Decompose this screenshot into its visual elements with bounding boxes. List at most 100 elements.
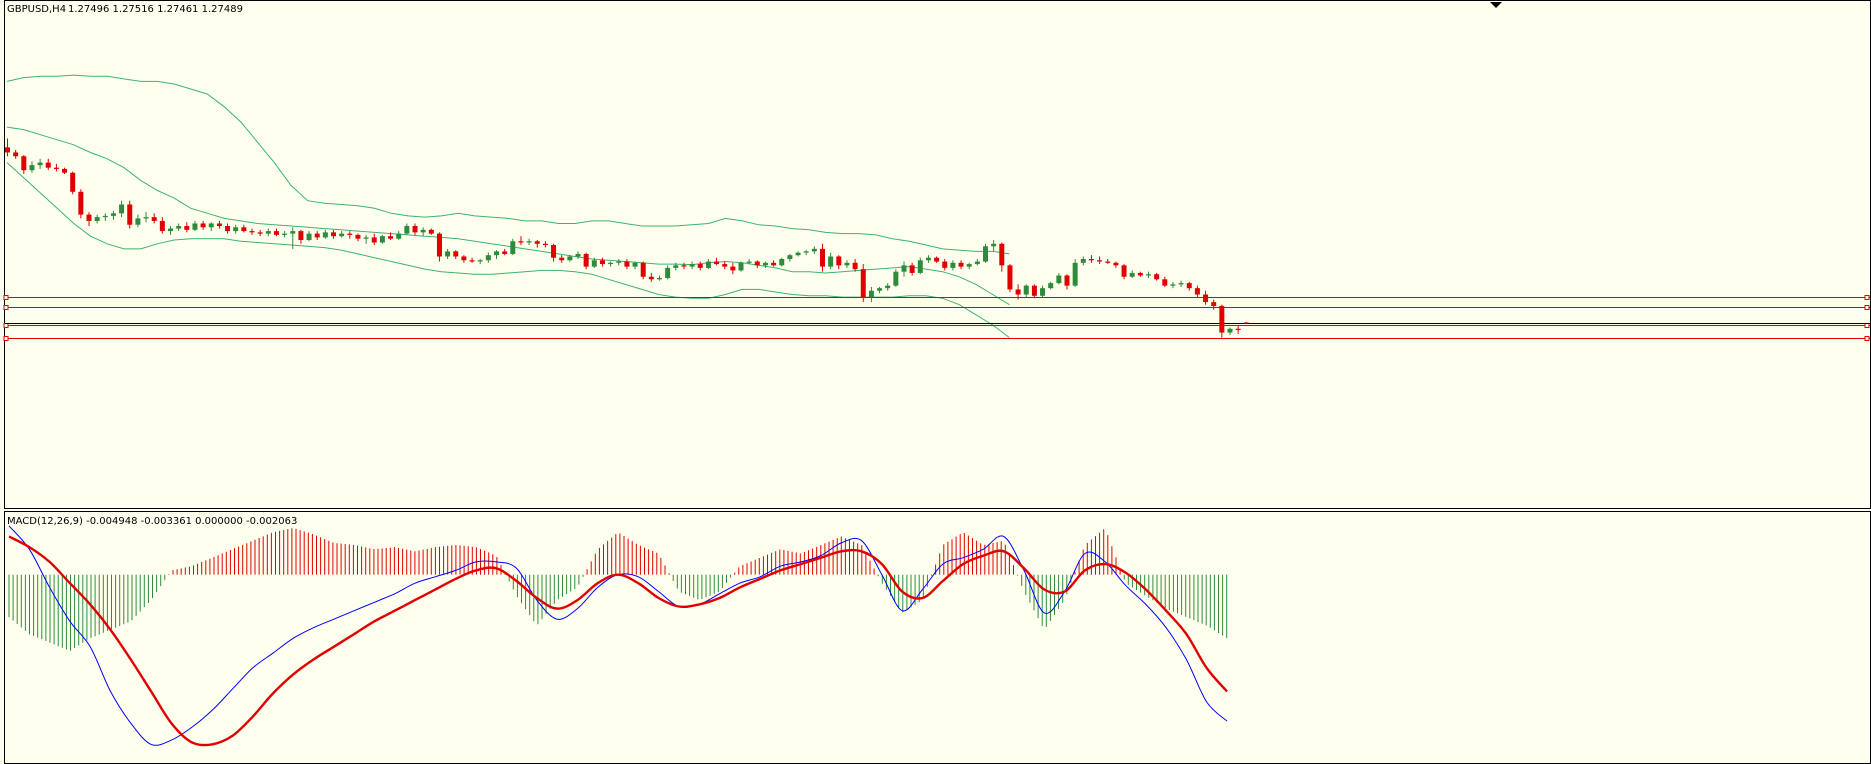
candle xyxy=(877,286,883,294)
candle xyxy=(412,223,418,235)
candle xyxy=(811,246,817,254)
candle xyxy=(233,224,239,234)
candle xyxy=(388,232,394,240)
candle xyxy=(1048,281,1054,290)
candle xyxy=(225,223,231,234)
candle xyxy=(1072,259,1078,287)
candle xyxy=(746,259,752,265)
candle xyxy=(339,231,345,238)
candle xyxy=(371,233,377,246)
candle xyxy=(135,214,141,228)
level-handle-right[interactable] xyxy=(1864,323,1870,328)
chart-shift-marker[interactable] xyxy=(1490,2,1502,8)
candle xyxy=(298,229,304,244)
candle xyxy=(1211,299,1217,310)
candle xyxy=(803,250,809,256)
candle xyxy=(559,255,565,263)
level-handle-right[interactable] xyxy=(1864,305,1870,310)
macd-panel[interactable] xyxy=(8,525,1228,747)
candle xyxy=(1186,281,1192,291)
level-handle-right[interactable] xyxy=(1864,295,1870,300)
candle xyxy=(445,248,451,259)
candle xyxy=(583,252,589,270)
candle xyxy=(265,228,271,237)
candle xyxy=(738,261,744,272)
candle xyxy=(502,248,508,256)
candle xyxy=(885,283,891,291)
candle xyxy=(925,255,931,263)
candle xyxy=(13,149,19,159)
level-handle-left[interactable] xyxy=(3,336,9,341)
candle xyxy=(306,231,312,242)
candle xyxy=(485,252,491,263)
candle xyxy=(355,233,361,242)
candle xyxy=(469,257,475,263)
candle xyxy=(974,259,980,266)
candle xyxy=(673,262,679,271)
candle xyxy=(78,189,84,219)
candle xyxy=(494,250,499,259)
candle xyxy=(420,227,426,237)
candle xyxy=(787,253,793,262)
macd-histogram xyxy=(8,528,1228,651)
candle xyxy=(62,167,68,175)
candle xyxy=(657,275,662,281)
candle xyxy=(697,261,703,271)
level-handle-right[interactable] xyxy=(1864,336,1870,341)
candle xyxy=(29,161,35,173)
candle xyxy=(119,200,125,218)
level-handle-left[interactable] xyxy=(3,323,9,328)
candle xyxy=(1031,284,1037,299)
candle xyxy=(868,286,874,303)
candle xyxy=(648,272,654,282)
candle xyxy=(273,228,279,237)
candle xyxy=(999,242,1005,272)
candle xyxy=(681,262,687,270)
candle xyxy=(290,227,296,249)
candle xyxy=(665,265,671,280)
candle xyxy=(1023,284,1029,298)
candle xyxy=(1154,272,1160,281)
level-handle-left[interactable] xyxy=(3,305,9,310)
candle xyxy=(1097,256,1103,265)
candle xyxy=(1137,271,1143,277)
candle xyxy=(909,262,915,276)
candle xyxy=(567,255,573,262)
candle xyxy=(616,259,622,266)
candle xyxy=(551,243,557,262)
candle xyxy=(779,257,785,267)
ohlc-label: 1.27496 1.27516 1.27461 1.27489 xyxy=(68,4,243,15)
candle xyxy=(331,229,336,239)
candle xyxy=(1194,285,1200,298)
candle xyxy=(795,251,801,257)
candle xyxy=(70,171,76,195)
macd-lines xyxy=(8,525,1228,747)
bollinger-upper-line xyxy=(6,74,1010,255)
candle xyxy=(762,261,768,268)
candle xyxy=(53,163,59,172)
candle xyxy=(1088,255,1094,263)
candle xyxy=(901,261,907,277)
macd-label: MACD(12,26,9) -0.004948 -0.003361 0.0000… xyxy=(7,516,297,527)
candle xyxy=(436,232,442,262)
candle xyxy=(917,257,923,275)
candle xyxy=(771,260,777,267)
candle xyxy=(1121,264,1127,280)
candle xyxy=(893,269,899,287)
candle xyxy=(282,231,288,238)
candle xyxy=(534,239,540,248)
candle xyxy=(216,220,222,229)
candle xyxy=(208,222,214,232)
level-handle-left[interactable] xyxy=(3,295,9,300)
horizontal-levels xyxy=(3,295,1870,341)
candle xyxy=(844,260,850,268)
candle xyxy=(852,259,858,272)
candle xyxy=(127,200,133,229)
candle xyxy=(322,229,328,239)
candle xyxy=(510,238,516,256)
price-panel[interactable] xyxy=(3,74,1870,341)
candle xyxy=(477,259,483,265)
candle xyxy=(591,257,597,268)
candle xyxy=(428,228,434,235)
